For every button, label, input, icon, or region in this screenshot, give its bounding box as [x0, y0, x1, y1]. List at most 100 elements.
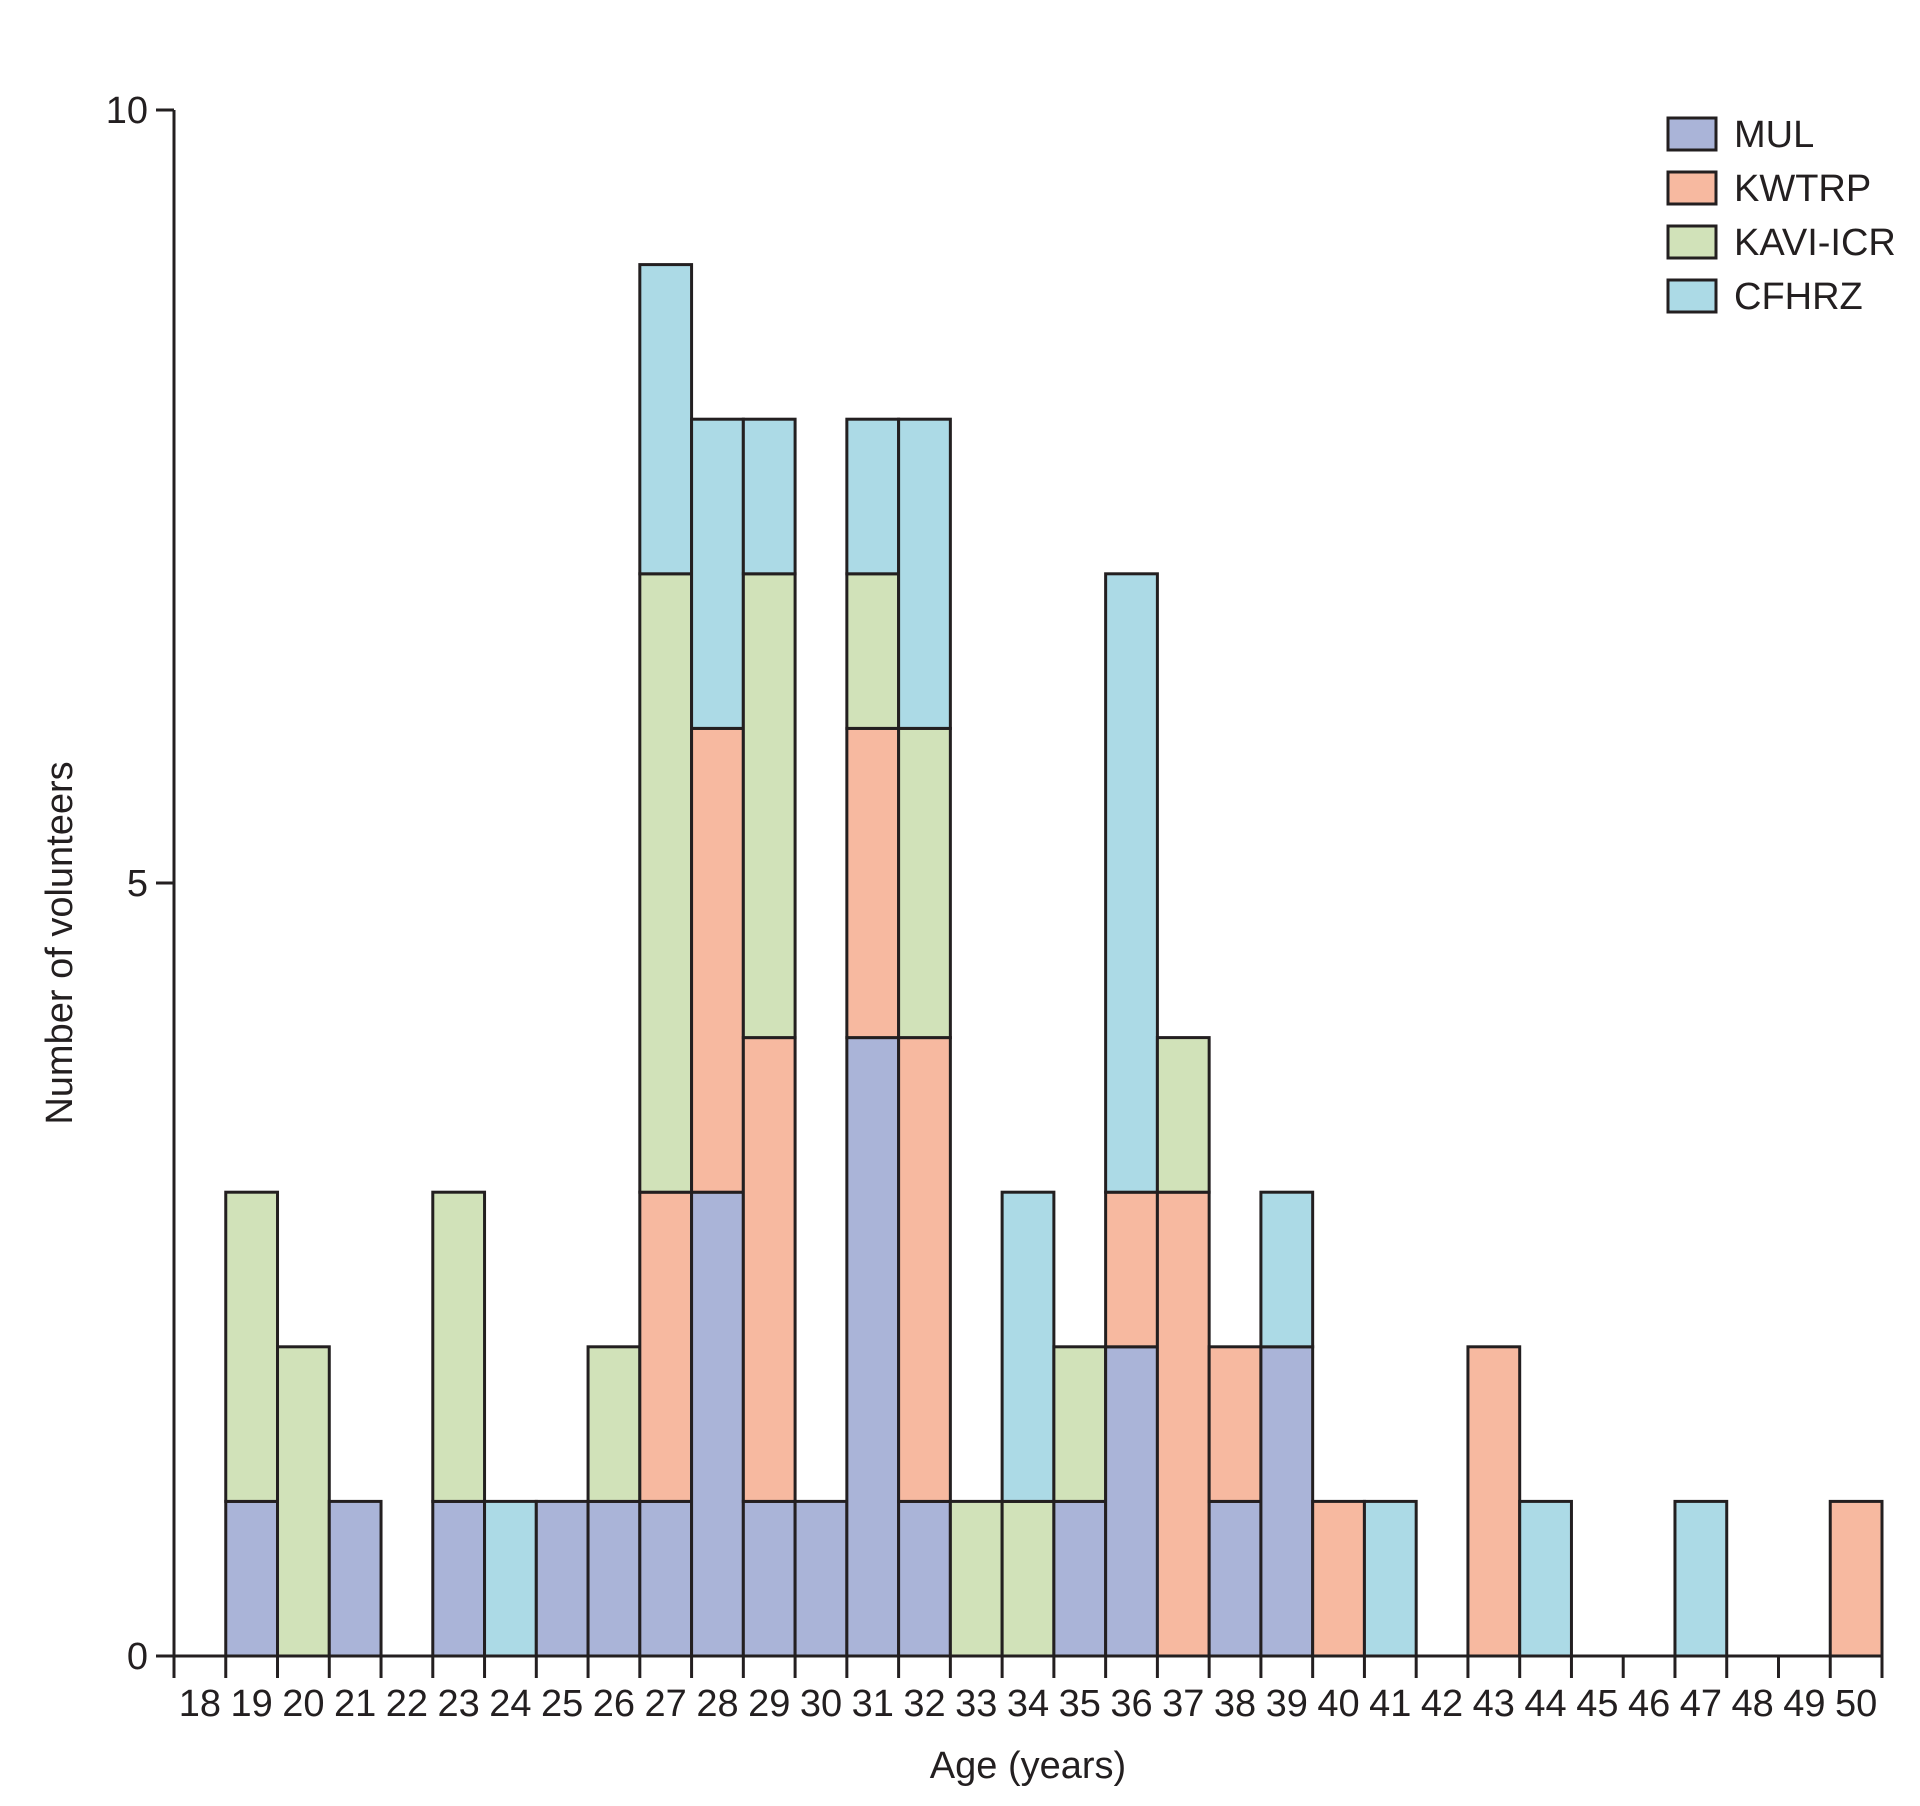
y-axis-title: Number of volunteers	[39, 761, 81, 1124]
bar-segment-kwtrp-27	[638, 1190, 694, 1503]
x-tick-label: 40	[1317, 1683, 1359, 1725]
bar-segment-kwtrp-28	[690, 726, 745, 1194]
x-tick-label: 42	[1421, 1683, 1463, 1725]
legend-label-mul: MUL	[1734, 114, 1814, 156]
bars-layer	[224, 263, 1884, 1658]
bar-segment-kavi-icr-33	[948, 1499, 1004, 1658]
legend-swatch-kavi-icr	[1666, 224, 1718, 260]
x-tick-label: 27	[645, 1683, 687, 1725]
bar-segment-kwtrp-37	[1155, 1190, 1211, 1658]
legend-swatch-mul	[1666, 116, 1718, 152]
bar-segment-kavi-icr-35	[1052, 1345, 1108, 1503]
bar-segment-cfhrz-34	[1000, 1190, 1056, 1503]
x-tick-label: 21	[334, 1683, 376, 1725]
bar-segment-mul-23	[431, 1499, 487, 1658]
x-tick-label: 39	[1266, 1683, 1308, 1725]
y-tick-label: 5	[127, 863, 148, 905]
x-tick-label: 19	[230, 1683, 272, 1725]
x-tick-label: 25	[541, 1683, 583, 1725]
bar-segment-kavi-icr-23	[431, 1190, 487, 1503]
bar-segment-cfhrz-36	[1104, 572, 1159, 1194]
x-tick-label: 26	[593, 1683, 635, 1725]
x-tick-label: 35	[1059, 1683, 1101, 1725]
x-tick-label: 49	[1783, 1683, 1825, 1725]
bar-segment-cfhrz-28	[690, 417, 745, 730]
bar-segment-cfhrz-47	[1673, 1499, 1729, 1658]
bar-segment-kwtrp-38	[1207, 1345, 1263, 1503]
bar-segment-kavi-icr-29	[741, 572, 797, 1040]
x-tick-label: 20	[282, 1683, 324, 1725]
x-tick-label: 50	[1835, 1683, 1877, 1725]
bar-segment-kwtrp-43	[1466, 1345, 1522, 1658]
x-tick-label: 34	[1007, 1683, 1049, 1725]
bar-segment-kavi-icr-27	[638, 572, 694, 1194]
bar-segment-mul-31	[845, 1036, 901, 1658]
x-tick-label: 24	[489, 1683, 531, 1725]
bar-segment-cfhrz-41	[1362, 1499, 1418, 1658]
x-tick-label: 47	[1680, 1683, 1722, 1725]
bar-segment-kavi-icr-20	[276, 1345, 331, 1658]
legend-label-cfhrz: CFHRZ	[1734, 276, 1863, 318]
x-tick-label: 38	[1214, 1683, 1256, 1725]
legend-swatch-kwtrp	[1666, 170, 1718, 206]
bar-segment-kavi-icr-19	[224, 1190, 280, 1503]
x-tick-label: 41	[1369, 1683, 1411, 1725]
bar-segment-kavi-icr-32	[897, 726, 952, 1040]
bar-segment-cfhrz-44	[1518, 1499, 1573, 1658]
x-tick-label: 23	[438, 1683, 480, 1725]
x-tick-label: 18	[179, 1683, 221, 1725]
x-tick-label: 36	[1110, 1683, 1152, 1725]
bar-segment-kavi-icr-26	[586, 1345, 642, 1503]
bar-segment-mul-36	[1104, 1345, 1159, 1658]
legend: MUL KWTRP KAVI-ICR CFHRZ	[1666, 114, 1896, 318]
bar-segment-mul-26	[586, 1499, 642, 1658]
bar-segment-mul-38	[1207, 1499, 1263, 1658]
x-tick-label: 32	[903, 1683, 945, 1725]
bar-segment-mul-21	[327, 1499, 383, 1658]
bar-segment-mul-28	[690, 1190, 745, 1658]
x-tick-label: 44	[1524, 1683, 1566, 1725]
x-tick-label: 28	[696, 1683, 738, 1725]
x-tick-label: 29	[748, 1683, 790, 1725]
bar-segment-kwtrp-36	[1104, 1190, 1159, 1349]
bar-segment-cfhrz-24	[483, 1499, 538, 1658]
legend-label-kwtrp: KWTRP	[1734, 168, 1871, 210]
x-tick-label: 45	[1576, 1683, 1618, 1725]
bar-segment-kwtrp-29	[741, 1036, 797, 1503]
bar-segment-cfhrz-31	[845, 417, 901, 576]
bar-segment-mul-29	[741, 1499, 797, 1658]
bar-segment-mul-32	[897, 1499, 952, 1658]
bar-segment-cfhrz-39	[1259, 1190, 1315, 1349]
axes-layer: 0 5 10 18 19 20 21 22 23 24 25 26 27 28 29 30 31 32 33 34 35…	[106, 90, 1884, 1725]
legend-swatch-cfhrz	[1666, 278, 1718, 314]
x-tick-label: 48	[1731, 1683, 1773, 1725]
bar-segment-cfhrz-27	[638, 263, 694, 576]
x-tick-label: 37	[1162, 1683, 1204, 1725]
bar-segment-mul-35	[1052, 1499, 1108, 1658]
x-tick-label: 30	[800, 1683, 842, 1725]
bar-segment-kavi-icr-37	[1155, 1036, 1211, 1194]
bar-segment-kavi-icr-31	[845, 572, 901, 730]
x-tick-label: 46	[1628, 1683, 1670, 1725]
bar-segment-cfhrz-29	[741, 417, 797, 576]
bar-segment-kwtrp-31	[845, 726, 901, 1040]
bar-segment-mul-25	[534, 1499, 590, 1658]
x-tick-label: 22	[386, 1683, 428, 1725]
bar-segment-mul-27	[638, 1499, 694, 1658]
bar-segment-mul-19	[224, 1499, 280, 1658]
bar-segment-kwtrp-40	[1311, 1499, 1366, 1658]
legend-label-kavi-icr: KAVI-ICR	[1734, 222, 1896, 264]
y-tick-label: 0	[127, 1636, 148, 1678]
x-axis-title: Age (years)	[930, 1745, 1126, 1787]
bar-segment-mul-39	[1259, 1345, 1315, 1658]
y-tick-label: 10	[106, 90, 148, 132]
bar-segment-kwtrp-50	[1828, 1499, 1884, 1658]
bar-segment-mul-30	[793, 1499, 849, 1658]
x-tick-label: 31	[852, 1683, 894, 1725]
bar-segment-kwtrp-32	[897, 1036, 952, 1503]
x-tick-label: 33	[955, 1683, 997, 1725]
bar-segment-cfhrz-32	[897, 417, 952, 730]
x-tick-label: 43	[1473, 1683, 1515, 1725]
